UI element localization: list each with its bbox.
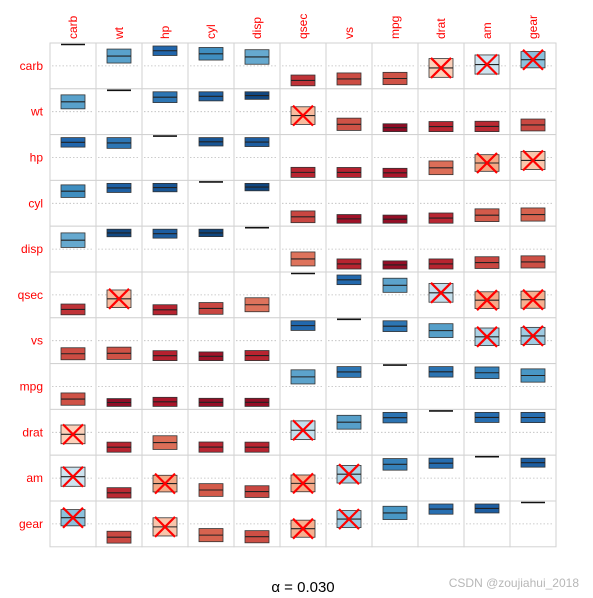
non-significant-cross bbox=[62, 506, 84, 529]
row-label-vs: vs bbox=[31, 334, 43, 348]
column-label-mpg: mpg bbox=[388, 16, 402, 39]
non-significant-cross bbox=[154, 516, 176, 538]
row-label-am: am bbox=[26, 471, 43, 485]
row-label-wt: wt bbox=[30, 105, 44, 119]
column-label-drat: drat bbox=[434, 18, 448, 39]
non-significant-cross bbox=[338, 508, 360, 530]
row-label-hp: hp bbox=[30, 151, 44, 165]
non-significant-cross bbox=[62, 465, 84, 488]
column-label-qsec: qsec bbox=[296, 14, 310, 39]
non-significant-cross bbox=[154, 472, 176, 495]
non-significant-cross bbox=[522, 48, 544, 71]
non-significant-cross bbox=[292, 517, 314, 540]
non-significant-cross bbox=[522, 325, 544, 347]
non-significant-cross bbox=[522, 288, 544, 311]
non-significant-cross bbox=[430, 57, 452, 79]
row-label-disp: disp bbox=[21, 242, 43, 256]
non-significant-cross bbox=[292, 104, 314, 127]
column-label-hp: hp bbox=[158, 25, 172, 39]
non-significant-cross bbox=[476, 289, 498, 311]
non-significant-cross bbox=[476, 326, 498, 348]
non-significant-cross bbox=[62, 423, 84, 446]
column-label-gear: gear bbox=[526, 15, 540, 39]
non-significant-cross bbox=[430, 282, 452, 304]
column-label-vs: vs bbox=[342, 27, 356, 39]
non-significant-cross bbox=[108, 288, 130, 310]
non-significant-cross bbox=[476, 53, 498, 76]
non-significant-cross bbox=[292, 472, 314, 495]
alpha-caption: α = 0.030 bbox=[271, 579, 334, 596]
watermark-text: CSDN @zoujiahui_2018 bbox=[448, 576, 579, 590]
row-label-drat: drat bbox=[22, 425, 43, 439]
column-label-cyl: cyl bbox=[204, 24, 218, 39]
non-significant-cross bbox=[292, 419, 314, 442]
non-significant-cross bbox=[522, 149, 544, 172]
row-label-carb: carb bbox=[20, 59, 44, 73]
non-significant-cross bbox=[476, 152, 498, 174]
column-label-carb: carb bbox=[66, 15, 80, 39]
column-label-wt: wt bbox=[112, 26, 126, 40]
row-label-mpg: mpg bbox=[20, 380, 43, 394]
row-label-gear: gear bbox=[19, 517, 43, 531]
column-label-am: am bbox=[480, 22, 494, 39]
row-label-cyl: cyl bbox=[28, 196, 43, 210]
column-label-disp: disp bbox=[250, 17, 264, 39]
row-label-qsec: qsec bbox=[18, 288, 43, 302]
non-significant-cross bbox=[338, 463, 360, 485]
